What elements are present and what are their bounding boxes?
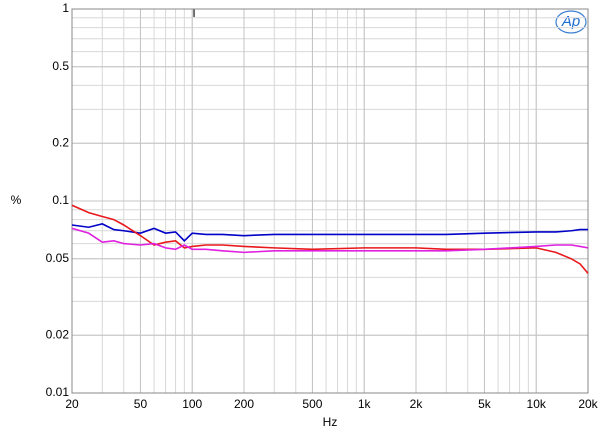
logo-ring bbox=[555, 10, 587, 34]
x-tick-label: 10k bbox=[527, 397, 547, 411]
x-tick-label: 2k bbox=[410, 397, 424, 411]
x-tick-label: 20k bbox=[578, 397, 598, 411]
x-tick-label: 20 bbox=[65, 397, 79, 411]
y-tick-label: 0.1 bbox=[52, 193, 69, 207]
y-tick-label: 0.2 bbox=[52, 135, 69, 149]
x-tick-label: 50 bbox=[134, 397, 148, 411]
y-tick-label: 0.05 bbox=[46, 251, 70, 265]
y-tick-label: 0.01 bbox=[46, 385, 70, 399]
y-axis-label: % bbox=[11, 193, 22, 207]
x-tick-label: 200 bbox=[234, 397, 254, 411]
x-tick-label: 1k bbox=[358, 397, 372, 411]
marker-label: T bbox=[190, 6, 198, 20]
x-tick-label: 100 bbox=[182, 397, 202, 411]
x-tick-label: 5k bbox=[478, 397, 492, 411]
y-tick-label: 0.02 bbox=[46, 327, 70, 341]
x-tick-label: 500 bbox=[302, 397, 322, 411]
x-axis-label: Hz bbox=[323, 415, 338, 429]
series-line bbox=[71, 223, 588, 242]
y-tick-label: 1 bbox=[62, 1, 69, 15]
y-tick-label: 0.5 bbox=[52, 59, 69, 73]
series-line bbox=[71, 227, 589, 254]
series-line bbox=[71, 204, 589, 274]
logo: Ap bbox=[561, 13, 580, 30]
plot-frame bbox=[71, 8, 589, 394]
